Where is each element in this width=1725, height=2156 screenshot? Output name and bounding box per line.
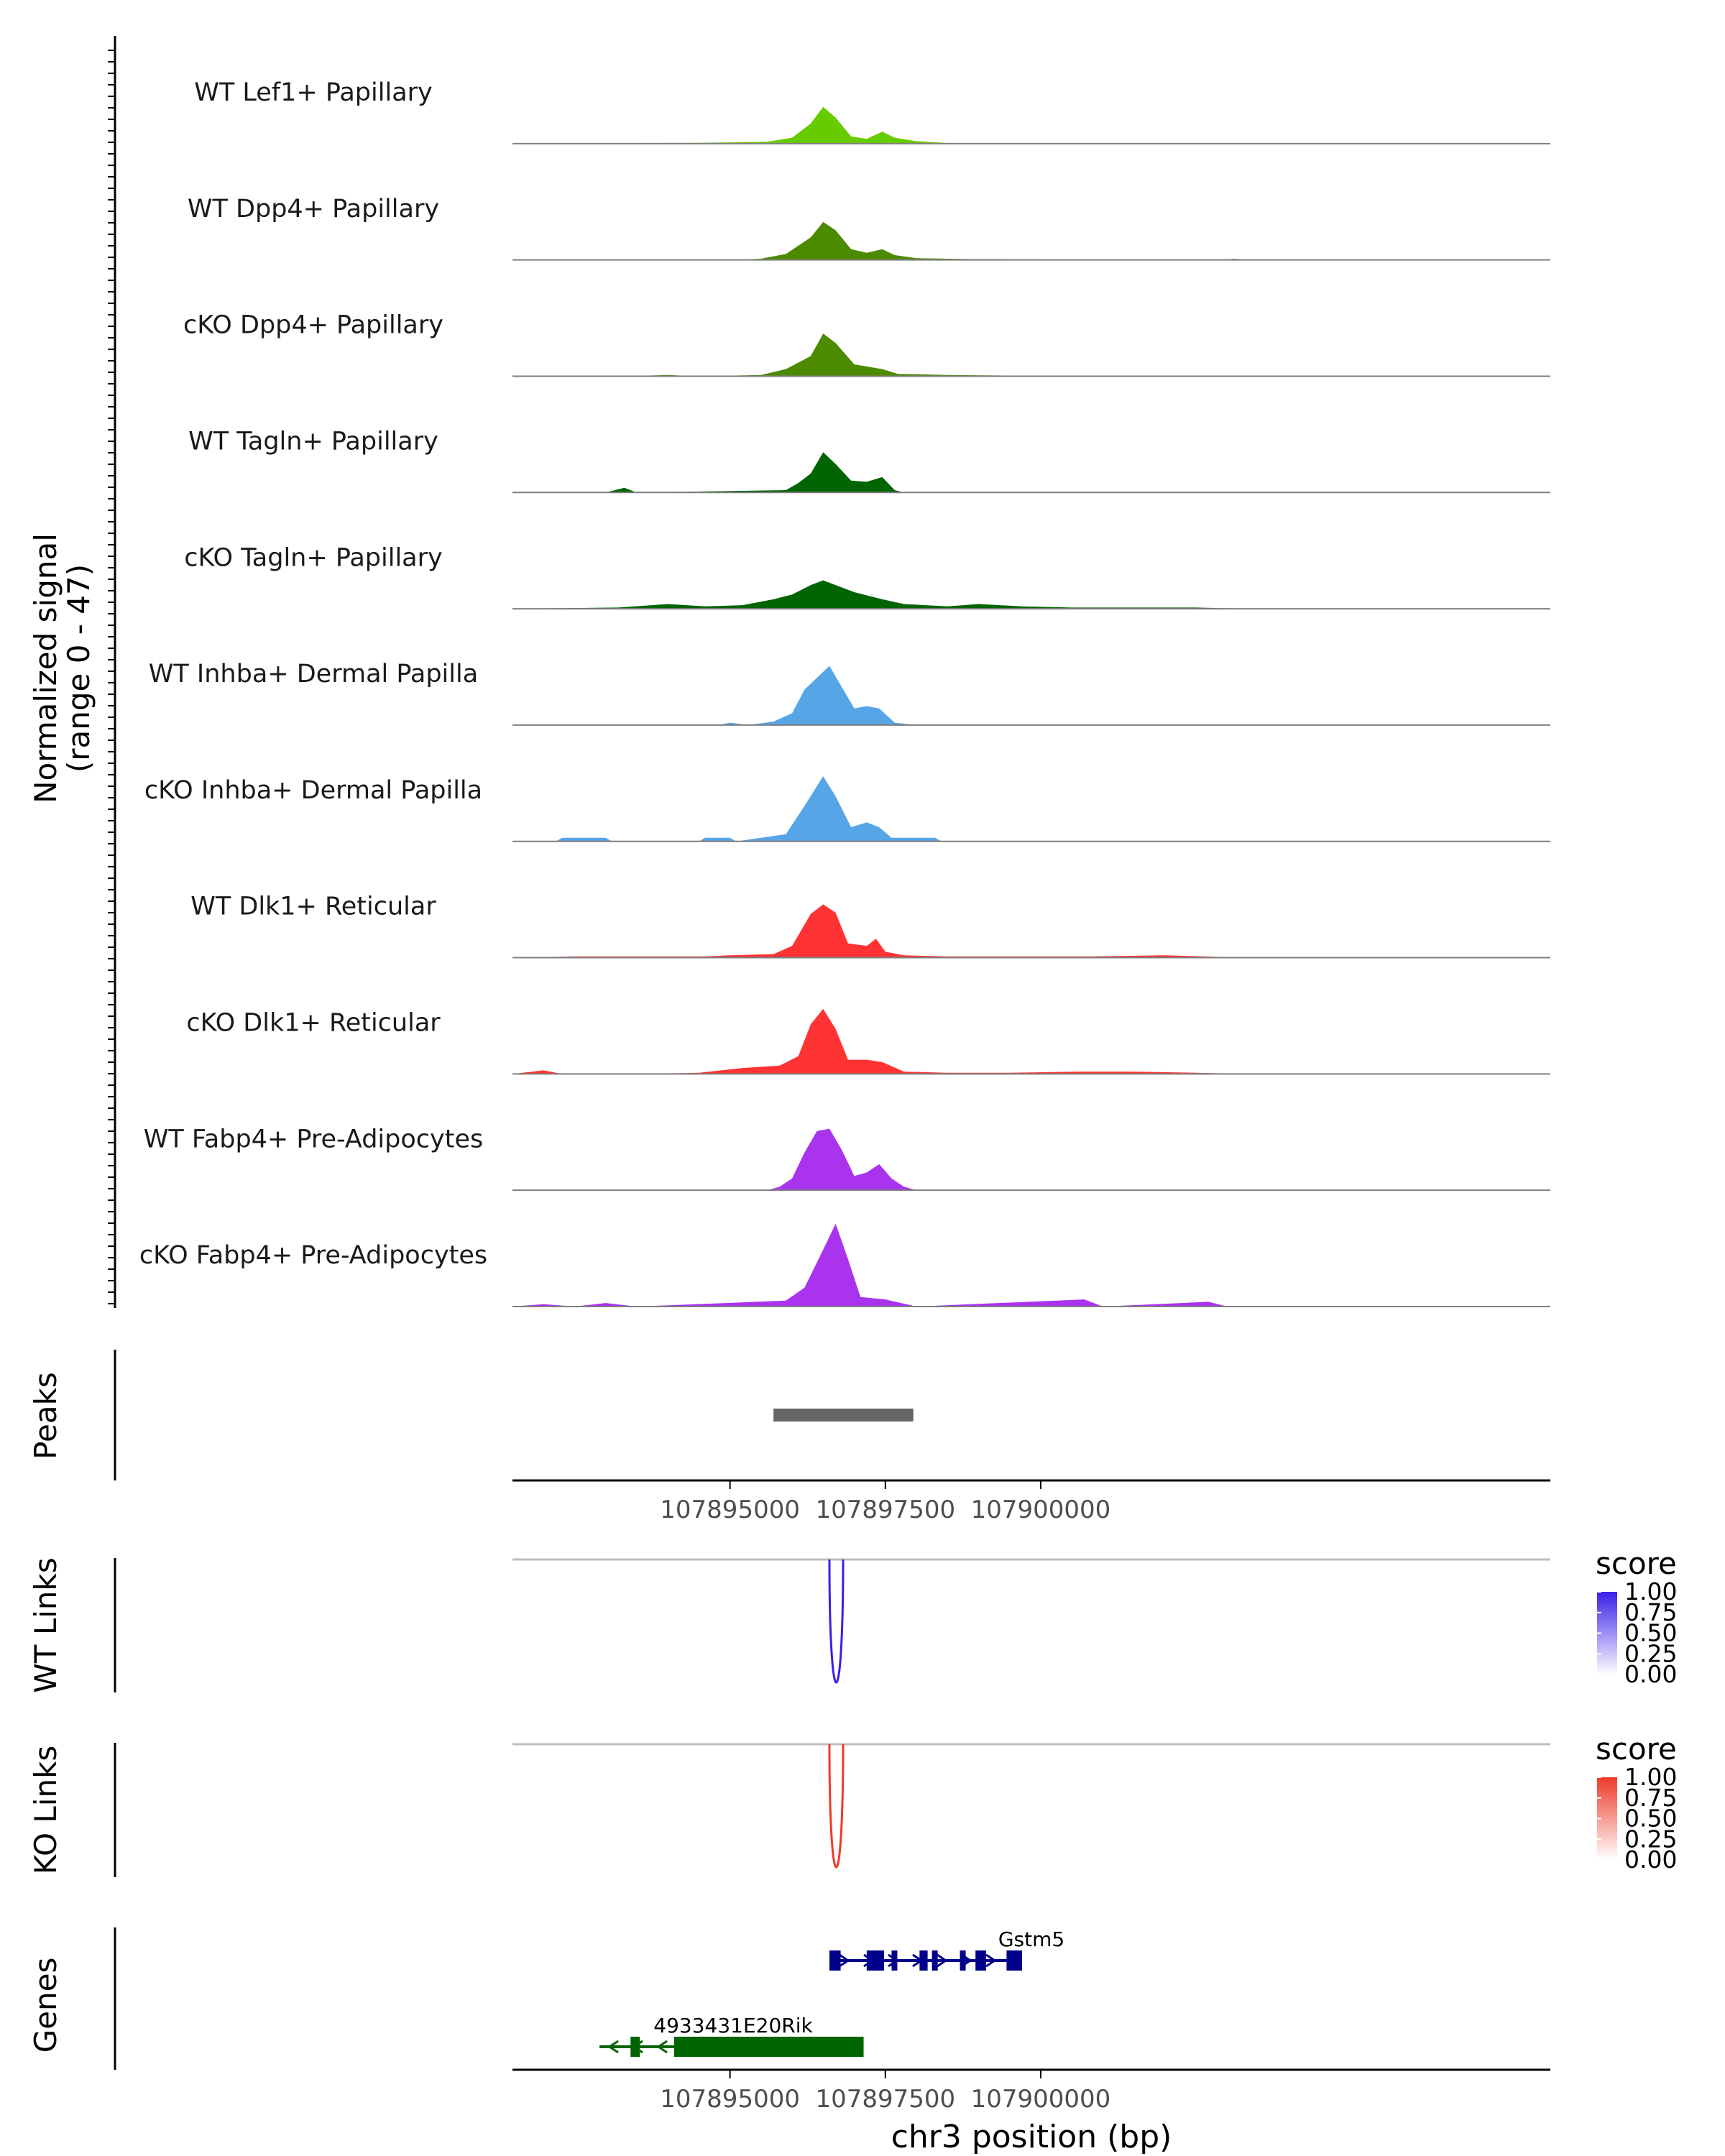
- coverage-tracks: Normalized signal(range 0 - 47) WT Lef1+ …: [28, 36, 1550, 1308]
- coverage-track: WT Fabp4+ Pre-Adipocytes: [144, 1125, 1550, 1192]
- legend-title: score: [1596, 1546, 1677, 1581]
- strand-arrow: [985, 1953, 997, 1968]
- gene-exon: [960, 1950, 966, 1971]
- coverage-area: [512, 1128, 1550, 1191]
- track-label: cKO Inhba+ Dermal Papilla: [144, 776, 482, 805]
- strand-arrow: [607, 2040, 619, 2054]
- track-label: cKO Dlk1+ Reticular: [186, 1009, 441, 1038]
- peaks-panel: Peaks: [28, 1350, 914, 1480]
- peaks-label: Peaks: [28, 1372, 63, 1460]
- position-tick-label: 107897500: [815, 2085, 955, 2114]
- peak-region: [773, 1409, 914, 1422]
- legend-title: score: [1596, 1731, 1677, 1766]
- track-label: WT Dlk1+ Reticular: [190, 893, 436, 921]
- gene-exon: [891, 1950, 898, 1971]
- track-label: WT Dpp4+ Papillary: [188, 195, 439, 224]
- gene-model: Gstm5: [829, 1927, 1064, 1971]
- gene-exon: [829, 1950, 841, 1971]
- track-label: WT Tagln+ Papillary: [188, 427, 438, 456]
- gene-name-label: 4933431E20Rik: [653, 2014, 813, 2037]
- coverage-track: cKO Dlk1+ Reticular: [186, 1008, 1550, 1075]
- legend-tick-label: 0.25: [1624, 1825, 1677, 1853]
- legend-tick-label: 0.50: [1624, 1619, 1677, 1647]
- strand-arrow: [656, 2040, 668, 2054]
- position-tick-label: 107895000: [660, 2085, 800, 2114]
- legend-tick-label: 0.25: [1624, 1639, 1677, 1667]
- gene-name-label: Gstm5: [998, 1927, 1064, 1951]
- links-panel-label: KO Links: [28, 1746, 63, 1875]
- coverage-track: WT Dlk1+ Reticular: [190, 893, 1550, 959]
- coverage-area: [512, 776, 1550, 842]
- track-label: cKO Tagln+ Papillary: [184, 543, 443, 572]
- gene-exon: [1006, 1950, 1023, 1971]
- position-axis-bottom: 107895000 107897500 107900000 chr3 position…: [512, 2068, 1550, 2155]
- strand-arrow: [937, 1953, 948, 1968]
- track-label: WT Fabp4+ Pre-Adipocytes: [144, 1125, 483, 1153]
- coverage-y-axis-range-label: (range 0 - 47): [61, 564, 96, 773]
- link-arc: [828, 1743, 845, 1869]
- links-panel-label: WT Links: [28, 1557, 63, 1692]
- gene-model: 4933431E20Rik: [599, 2014, 864, 2057]
- coverage-track: cKO Inhba+ Dermal Papilla: [144, 776, 1550, 842]
- coverage-track: WT Inhba+ Dermal Papilla: [149, 660, 1550, 726]
- coverage-y-axis-label: Normalized signal: [28, 533, 63, 803]
- legend-tick-label: 0.50: [1624, 1805, 1677, 1833]
- gene-exon: [975, 1950, 986, 1971]
- legend-tick-label: 0.00: [1624, 1660, 1677, 1688]
- coverage-area: [512, 106, 1550, 144]
- track-label: cKO Dpp4+ Papillary: [183, 311, 443, 340]
- legend-tick-label: 1.00: [1624, 1763, 1677, 1791]
- legend-tick-label: 0.00: [1624, 1846, 1677, 1874]
- genes-panel: Genes Gstm5 4933431E20Rik: [28, 1927, 1064, 2070]
- coverage-track: cKO Dpp4+ Papillary: [183, 311, 1550, 377]
- position-tick-label: 107900000: [971, 2085, 1111, 2114]
- coverage-area: [512, 1008, 1550, 1074]
- gene-exon: [673, 2037, 864, 2057]
- position-tick-label: 107897500: [815, 1496, 955, 1524]
- x-axis-title: chr3 position (bp): [891, 2119, 1172, 2155]
- track-label: cKO Fabp4+ Pre-Adipocytes: [139, 1241, 487, 1270]
- coverage-track: cKO Fabp4+ Pre-Adipocytes: [139, 1223, 1550, 1307]
- gene-exon: [932, 1950, 938, 1971]
- gene-exon: [919, 1950, 928, 1971]
- coverage-track: WT Tagln+ Papillary: [188, 427, 1550, 494]
- gene-exon: [866, 1950, 885, 1971]
- coverage-area: [512, 333, 1550, 377]
- coverage-track: WT Dpp4+ Papillary: [188, 195, 1550, 261]
- position-tick-label: 107895000: [660, 1496, 800, 1524]
- position-tick-label: 107900000: [971, 1496, 1111, 1524]
- track-label: WT Lef1+ Papillary: [194, 78, 433, 107]
- legend-tick-label: 1.00: [1624, 1577, 1677, 1606]
- track-label: WT Inhba+ Dermal Papilla: [149, 660, 478, 688]
- legend-tick-label: 0.75: [1624, 1598, 1677, 1626]
- coverage-area: [512, 221, 1550, 260]
- coverage-track: cKO Tagln+ Papillary: [184, 543, 1550, 610]
- strand-arrow: [839, 1953, 850, 1968]
- gene-exon: [630, 2037, 640, 2057]
- position-axis-top: 107895000 107897500 107900000: [512, 1479, 1550, 1524]
- coverage-track: WT Lef1+ Papillary: [194, 78, 1550, 144]
- coverage-area: [512, 452, 1550, 493]
- coverage-area: [512, 580, 1550, 609]
- link-arc: [828, 1559, 845, 1684]
- genes-panel-label: Genes: [28, 1958, 63, 2053]
- coverage-area: [512, 1223, 1550, 1307]
- legend-tick-label: 0.75: [1624, 1784, 1677, 1812]
- coverage-area: [512, 665, 1550, 725]
- coverage-area: [512, 904, 1550, 958]
